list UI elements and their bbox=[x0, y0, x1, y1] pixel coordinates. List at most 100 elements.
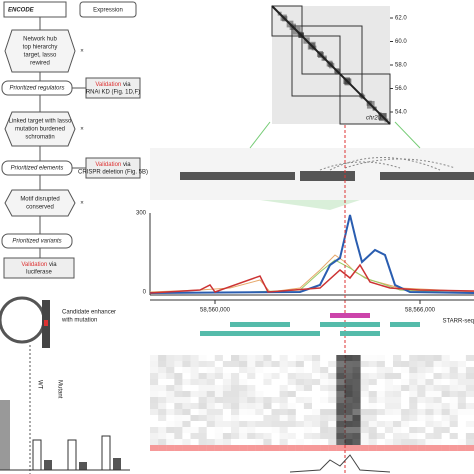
heat-cell bbox=[361, 355, 369, 361]
logo-box bbox=[3, 1, 67, 18]
heat-cell bbox=[368, 445, 377, 451]
heat-cell bbox=[328, 421, 336, 427]
heat-cell bbox=[312, 415, 321, 421]
hic-label: chr20 bbox=[366, 116, 382, 122]
heat-cell bbox=[376, 421, 385, 427]
heat-cell bbox=[174, 433, 183, 439]
heat-cell bbox=[465, 367, 474, 373]
heat-cell bbox=[231, 445, 240, 451]
heat-cell bbox=[158, 355, 167, 361]
heat-cell bbox=[207, 367, 215, 373]
heat-cell bbox=[465, 403, 474, 409]
heat-cell bbox=[231, 361, 240, 367]
heat-cell bbox=[263, 439, 272, 445]
bar bbox=[0, 400, 10, 470]
heat-cell bbox=[441, 403, 450, 409]
heat-cell bbox=[206, 391, 215, 397]
heat-cell bbox=[352, 367, 361, 373]
heat-cell bbox=[263, 355, 272, 361]
heat-cell bbox=[376, 445, 385, 451]
allele-label: WT bbox=[36, 380, 42, 390]
heat-cell bbox=[417, 415, 425, 421]
heat-cell bbox=[425, 391, 433, 397]
signal-line bbox=[149, 254, 474, 293]
heat-cell bbox=[182, 427, 190, 433]
heat-cell bbox=[198, 385, 207, 391]
heat-cell bbox=[206, 373, 215, 379]
heat-cell bbox=[441, 355, 450, 361]
heat-cell bbox=[425, 379, 434, 385]
heat-cell bbox=[303, 385, 312, 391]
heat-cell bbox=[312, 409, 320, 415]
heat-cell bbox=[376, 367, 385, 373]
heat-cell bbox=[214, 409, 223, 415]
heat-cell bbox=[417, 379, 425, 385]
heat-cell bbox=[457, 373, 466, 379]
logo: ENCODE bbox=[8, 8, 35, 14]
heat-cell bbox=[433, 355, 442, 361]
heat-cell bbox=[247, 403, 256, 409]
heat-cell bbox=[303, 373, 312, 379]
heat-cell bbox=[174, 409, 183, 415]
y-top: 300 bbox=[136, 211, 147, 217]
heat-cell bbox=[304, 427, 312, 433]
heat-cell bbox=[368, 361, 377, 367]
heat-cell bbox=[336, 379, 345, 385]
heat-cell bbox=[198, 439, 207, 445]
heat-cell bbox=[206, 397, 215, 403]
heat-cell bbox=[393, 433, 402, 439]
heat-cell bbox=[401, 367, 409, 373]
heat-cell bbox=[174, 427, 183, 433]
heat-cell bbox=[166, 427, 175, 433]
hic-domain bbox=[301, 35, 341, 75]
heat-cell bbox=[441, 391, 450, 397]
heat-cell bbox=[377, 355, 385, 361]
heat-cell bbox=[344, 361, 353, 367]
heat-cell bbox=[344, 421, 353, 427]
heat-cell bbox=[158, 397, 167, 403]
heat-cell bbox=[465, 445, 474, 451]
heat-cell bbox=[198, 397, 207, 403]
heat-cell bbox=[198, 427, 207, 433]
heat-cell bbox=[401, 433, 410, 439]
heat-cell bbox=[312, 445, 321, 451]
heat-cell bbox=[239, 355, 248, 361]
heat-cell bbox=[279, 439, 288, 445]
heat-cell bbox=[352, 409, 361, 415]
heat-cell bbox=[409, 385, 418, 391]
heat-cell bbox=[295, 385, 304, 391]
heat-cell bbox=[449, 367, 458, 373]
heat-cell bbox=[190, 379, 199, 385]
heat-cell bbox=[336, 415, 345, 421]
heat-cell bbox=[409, 445, 418, 451]
y-bottom: 0 bbox=[143, 290, 147, 296]
heat-cell bbox=[296, 355, 304, 361]
heat-cell bbox=[417, 397, 426, 403]
heat-cell bbox=[352, 373, 361, 379]
heat-cell bbox=[344, 403, 353, 409]
heat-cell bbox=[182, 439, 191, 445]
heat-cell bbox=[320, 379, 328, 385]
heat-cell bbox=[377, 391, 385, 397]
heat-cell bbox=[150, 361, 159, 367]
heat-cell bbox=[377, 397, 385, 403]
heat-cell bbox=[150, 355, 159, 361]
heat-cell bbox=[239, 403, 248, 409]
heat-cell bbox=[401, 385, 410, 391]
heat-cell bbox=[247, 433, 256, 439]
heat-cell bbox=[222, 445, 231, 451]
heat-cell bbox=[279, 421, 288, 427]
heat-cell bbox=[393, 355, 402, 361]
heat-cell bbox=[182, 355, 191, 361]
heat-cell bbox=[425, 397, 434, 403]
heat-cell bbox=[166, 433, 174, 439]
heat-cell bbox=[263, 397, 272, 403]
heat-cell bbox=[296, 439, 304, 445]
heat-cell bbox=[433, 385, 442, 391]
heat-cell bbox=[433, 421, 442, 427]
heat-cell bbox=[409, 433, 417, 439]
heat-cell bbox=[295, 361, 304, 367]
heat-cell bbox=[312, 355, 321, 361]
heat-cell bbox=[457, 379, 466, 385]
heat-cell bbox=[214, 415, 223, 421]
